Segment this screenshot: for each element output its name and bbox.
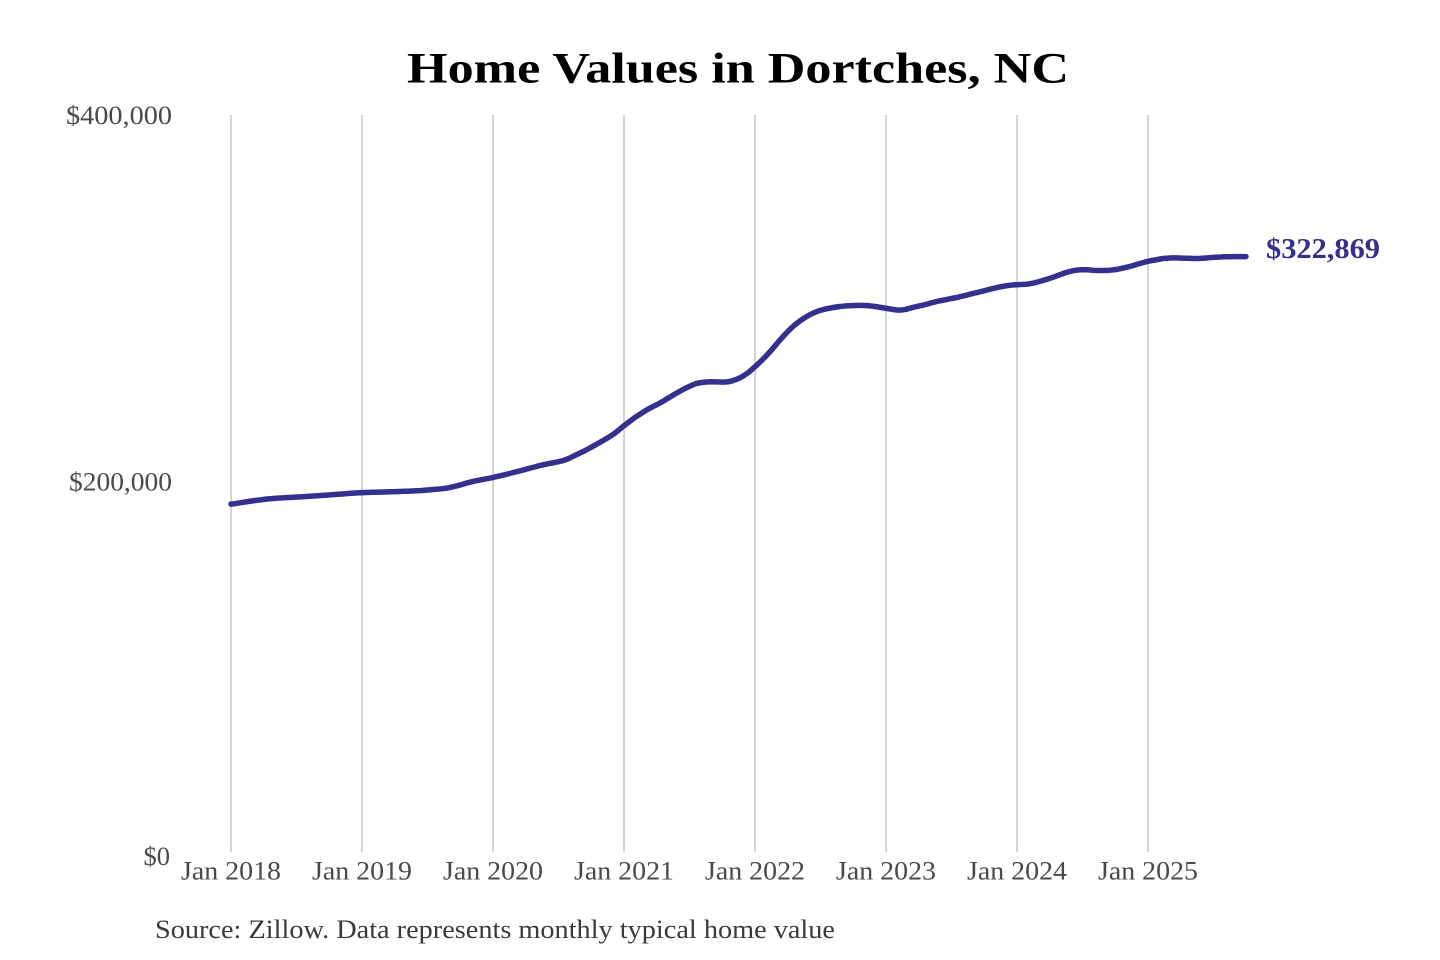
svg-text:Jan 2018: Jan 2018	[181, 856, 281, 886]
svg-text:Jan 2019: Jan 2019	[312, 856, 412, 886]
svg-text:$200,000: $200,000	[69, 467, 172, 497]
svg-text:Source: Zillow. Data represent: Source: Zillow. Data represents monthly …	[155, 914, 835, 944]
svg-text:Jan 2023: Jan 2023	[836, 856, 936, 886]
svg-text:Jan 2021: Jan 2021	[574, 856, 674, 886]
svg-text:$400,000: $400,000	[66, 100, 172, 130]
svg-text:Home Values in Dortches, NC: Home Values in Dortches, NC	[407, 46, 1069, 93]
svg-text:Jan 2024: Jan 2024	[967, 856, 1067, 886]
svg-text:$322,869: $322,869	[1266, 233, 1380, 265]
svg-text:Jan 2020: Jan 2020	[443, 856, 543, 886]
svg-text:Jan 2022: Jan 2022	[705, 856, 805, 886]
svg-text:$0: $0	[144, 841, 171, 871]
svg-text:Jan 2025: Jan 2025	[1098, 856, 1198, 886]
